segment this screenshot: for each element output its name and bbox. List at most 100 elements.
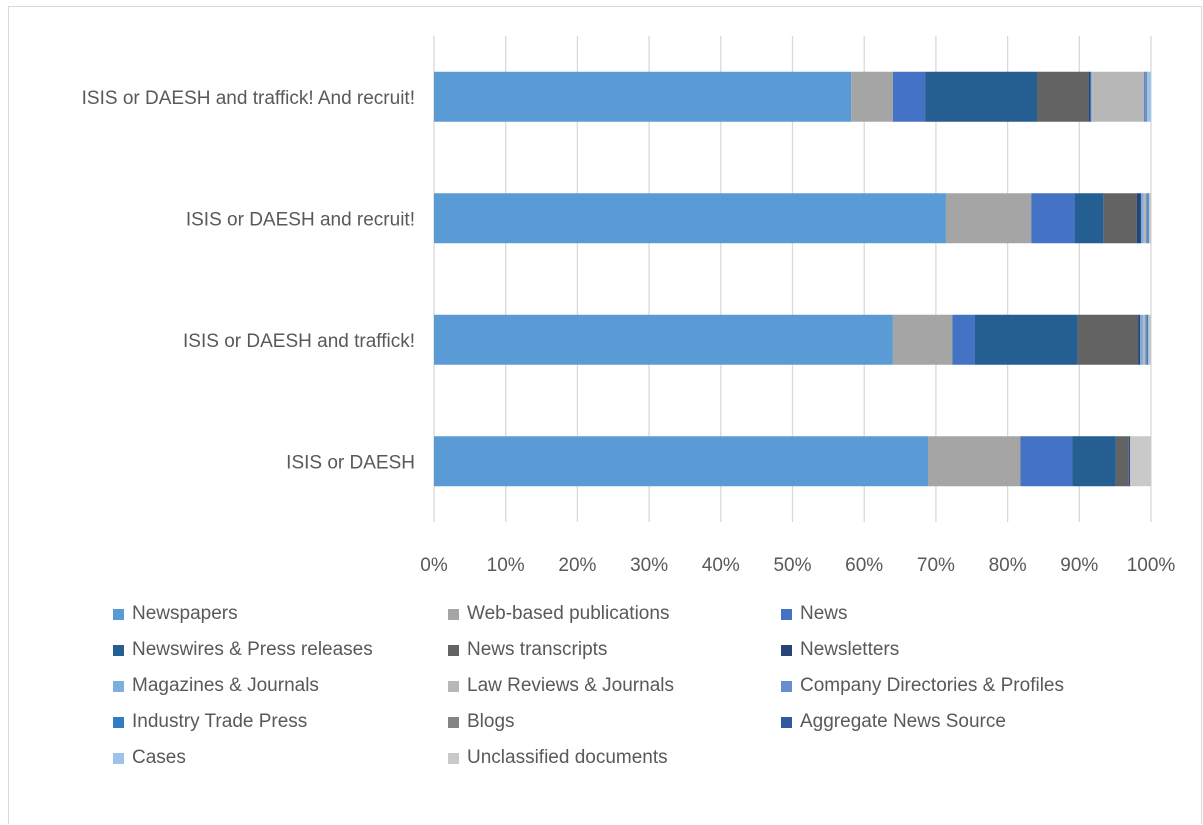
legend-label: Web-based publications bbox=[467, 603, 670, 624]
bar-segment bbox=[1090, 71, 1093, 122]
legend-swatch bbox=[448, 608, 459, 620]
stacked-bar-chart: 0% 10% 20% 30% 40% 50% 60% 70% 80% 90% 100% ISIS or… bbox=[82, 36, 1176, 576]
bar-segment bbox=[945, 193, 1032, 244]
bar-segment bbox=[1140, 314, 1144, 365]
legend-swatch bbox=[113, 680, 124, 692]
x-tick-label: 80% bbox=[989, 555, 1027, 576]
legend-swatch bbox=[781, 644, 792, 656]
legend-label: News transcripts bbox=[467, 639, 608, 660]
legend-swatch bbox=[781, 680, 792, 692]
bar-segment bbox=[1146, 71, 1151, 122]
bar-segment bbox=[1148, 314, 1150, 365]
category-label: ISIS or DAESH and traffick! bbox=[183, 331, 415, 352]
bar-segment bbox=[1129, 436, 1131, 487]
bar-segment bbox=[1148, 193, 1149, 244]
bar-segment bbox=[1146, 314, 1148, 365]
legend-swatch bbox=[448, 752, 459, 764]
x-tick-label: 10% bbox=[487, 555, 525, 576]
x-tick-label: 40% bbox=[702, 555, 740, 576]
bar-segment bbox=[1147, 193, 1149, 244]
bar-segment bbox=[892, 314, 953, 365]
category-label: ISIS or DAESH and traffick! And recruit! bbox=[82, 88, 415, 109]
bar-segment bbox=[1072, 436, 1116, 487]
bar-segment bbox=[892, 71, 926, 122]
bar-segment bbox=[952, 314, 975, 365]
bar-segment bbox=[1148, 193, 1150, 244]
bar-segment bbox=[1020, 436, 1073, 487]
chart-frame bbox=[8, 6, 1202, 824]
x-tick-label: 0% bbox=[420, 555, 448, 576]
bar-segment bbox=[1145, 314, 1146, 365]
legend-label: Law Reviews & Journals bbox=[467, 675, 674, 696]
bar-segment bbox=[1149, 193, 1151, 244]
bar-segment bbox=[1143, 314, 1146, 365]
legend-swatch bbox=[448, 680, 459, 692]
bar-segment bbox=[1136, 193, 1141, 244]
bar-segment bbox=[434, 436, 929, 487]
bar-segment bbox=[434, 314, 893, 365]
bar-segment bbox=[1074, 193, 1104, 244]
legend-item: Aggregate News Source bbox=[781, 708, 1006, 736]
legend-label: Industry Trade Press bbox=[132, 711, 308, 732]
bar-segment bbox=[1145, 314, 1147, 365]
legend-swatch bbox=[113, 752, 124, 764]
legend-label: Newswires & Press releases bbox=[132, 639, 373, 660]
bar-segment bbox=[1146, 193, 1148, 244]
bar-segment bbox=[1145, 71, 1146, 122]
x-tick-label: 30% bbox=[630, 555, 668, 576]
legend-label: Newspapers bbox=[132, 603, 238, 624]
bar-segment bbox=[1140, 193, 1144, 244]
legend-swatch bbox=[113, 608, 124, 620]
legend-label: Unclassified documents bbox=[467, 747, 668, 768]
legend-item: Newspapers bbox=[113, 600, 238, 628]
bar-segment bbox=[1143, 193, 1146, 244]
bar-segment bbox=[1031, 193, 1075, 244]
legend-item: Law Reviews & Journals bbox=[448, 672, 674, 700]
bar-segment bbox=[1128, 436, 1130, 487]
bar-segment bbox=[1115, 436, 1129, 487]
x-tick-label: 100% bbox=[1127, 555, 1176, 576]
legend-item: Web-based publications bbox=[448, 600, 669, 628]
legend-swatch bbox=[448, 644, 459, 656]
legend-swatch bbox=[113, 716, 124, 728]
legend-item: Newswires & Press releases bbox=[113, 636, 373, 664]
bar-segment bbox=[974, 314, 1078, 365]
legend-label: Company Directories & Profiles bbox=[800, 675, 1064, 696]
bar-segment bbox=[1103, 193, 1137, 244]
bar-segment bbox=[434, 71, 852, 122]
bar-segment bbox=[1130, 436, 1151, 487]
x-tick-label: 50% bbox=[773, 555, 811, 576]
legend-item: Magazines & Journals bbox=[113, 672, 319, 700]
bar-segment bbox=[851, 71, 893, 122]
bar-segment bbox=[1092, 71, 1144, 122]
bar-segment bbox=[434, 193, 946, 244]
x-tick-label: 20% bbox=[558, 555, 596, 576]
legend-swatch bbox=[781, 716, 792, 728]
legend-label: Newsletters bbox=[800, 639, 900, 660]
legend-item: Industry Trade Press bbox=[113, 708, 307, 736]
bar-segment bbox=[1036, 71, 1089, 122]
legend-label: News bbox=[800, 603, 848, 624]
bar-segment bbox=[928, 436, 1021, 487]
x-tick-label: 60% bbox=[845, 555, 883, 576]
category-label: ISIS or DAESH and recruit! bbox=[186, 209, 415, 230]
legend-label: Blogs bbox=[467, 711, 515, 732]
legend-item: Company Directories & Profiles bbox=[781, 672, 1064, 700]
legend-label: Magazines & Journals bbox=[132, 675, 319, 696]
x-tick-label: 70% bbox=[917, 555, 955, 576]
legend-item: Unclassified documents bbox=[448, 744, 668, 772]
legend-label: Aggregate News Source bbox=[800, 711, 1006, 732]
bar-segment bbox=[1149, 314, 1151, 365]
bar-segment bbox=[1145, 193, 1147, 244]
bar-segment bbox=[1147, 314, 1149, 365]
bar-segment bbox=[925, 71, 1037, 122]
legend-swatch bbox=[448, 716, 459, 728]
legend-label: Cases bbox=[132, 747, 186, 768]
bar-segment bbox=[1088, 71, 1091, 122]
legend-item: Blogs bbox=[448, 708, 515, 736]
bar-segment bbox=[1138, 314, 1141, 365]
bar-segment bbox=[1077, 314, 1139, 365]
bar-segment bbox=[1143, 71, 1145, 122]
category-label: ISIS or DAESH bbox=[286, 452, 415, 473]
legend-swatch bbox=[113, 644, 124, 656]
